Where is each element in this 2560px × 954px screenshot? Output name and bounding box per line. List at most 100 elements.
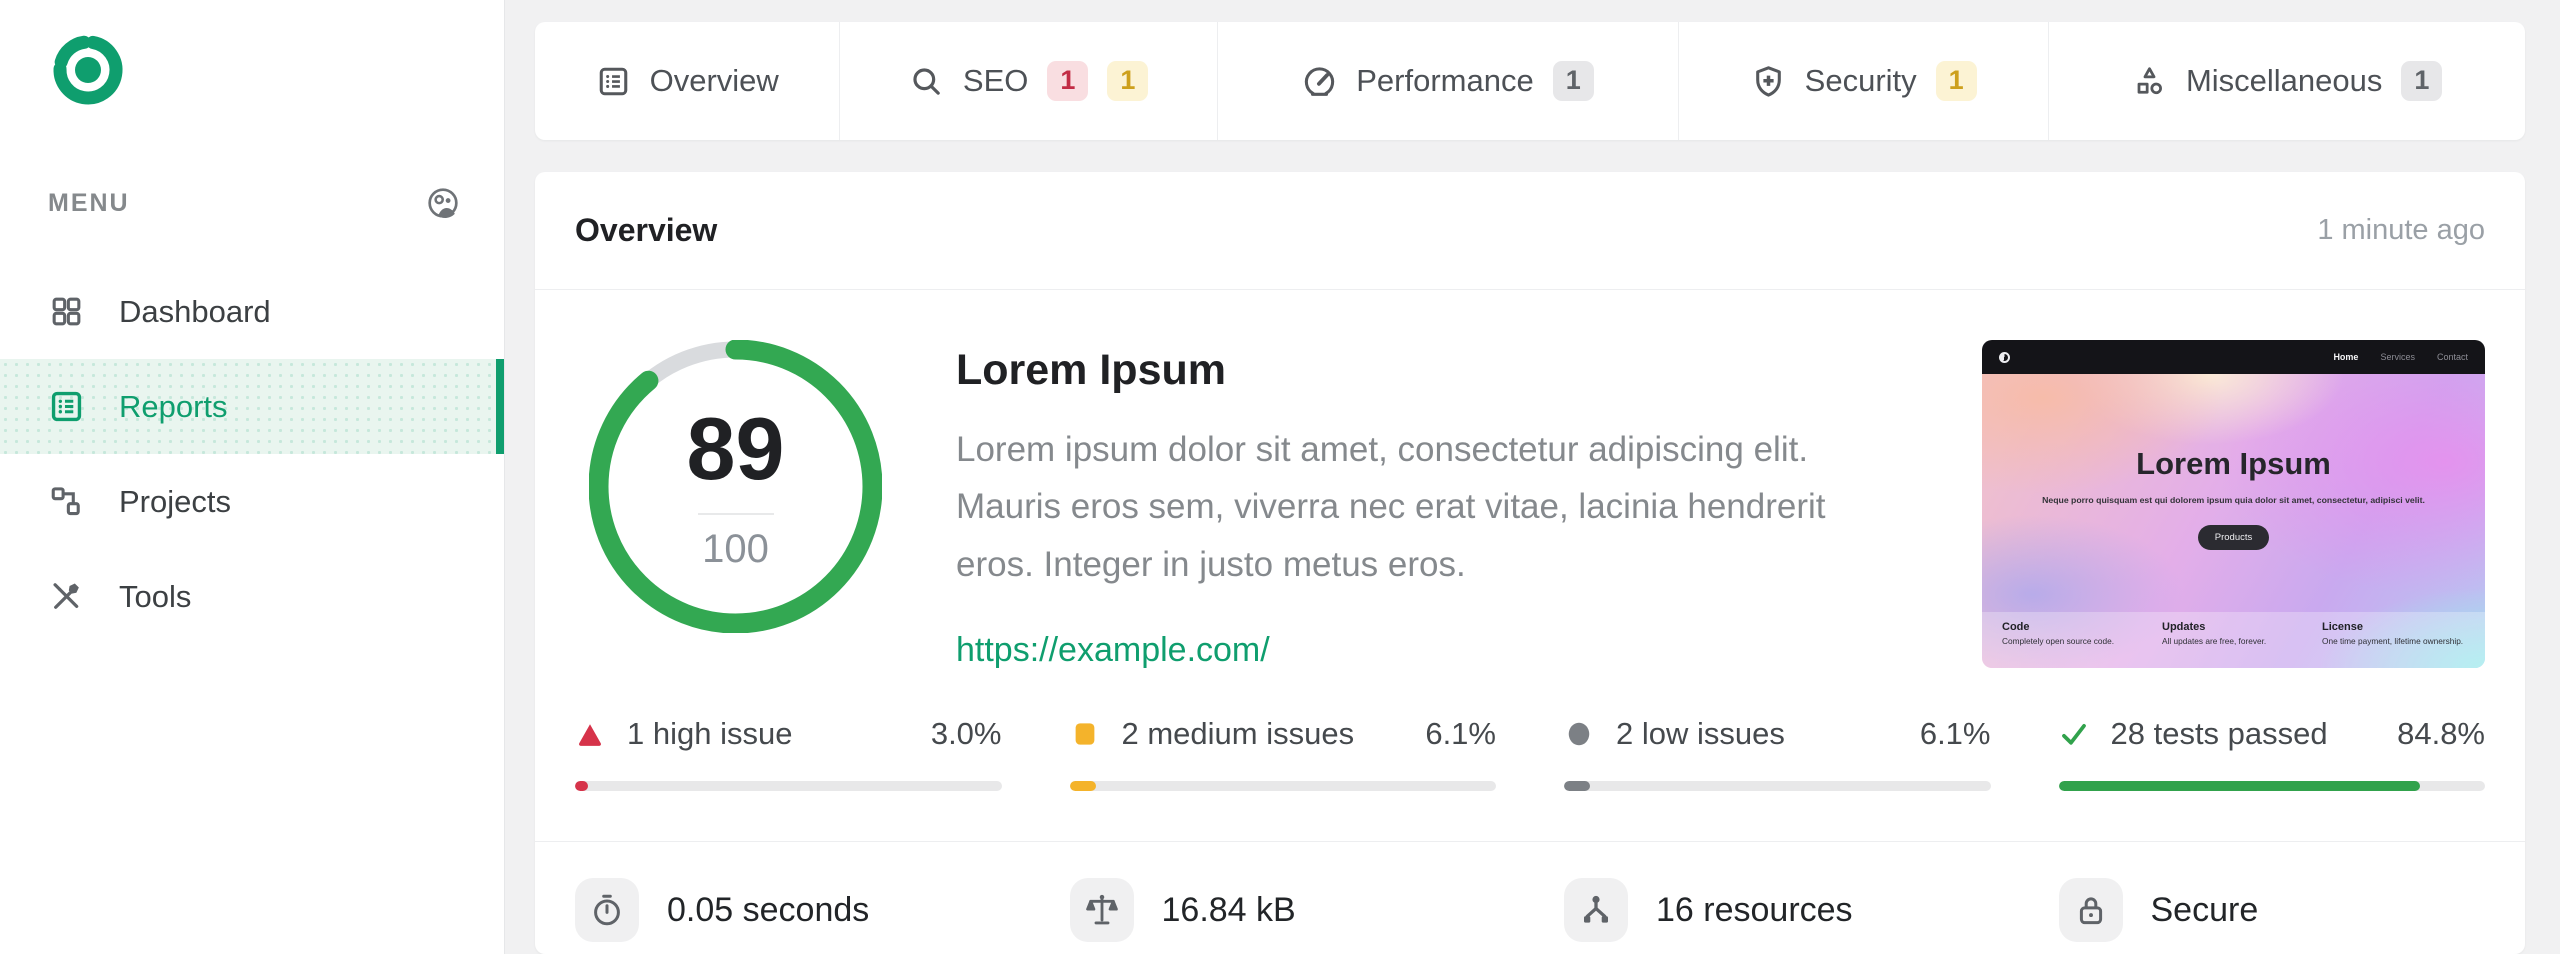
card-title: Overview bbox=[575, 212, 718, 248]
stat-progressbar bbox=[2058, 781, 2485, 792]
preview-hero-title: Lorem Ipsum bbox=[2136, 446, 2331, 481]
reports-list-icon bbox=[48, 388, 85, 425]
stat-label: 1 high issue bbox=[627, 716, 793, 752]
gauge-icon bbox=[1302, 64, 1337, 99]
preview-hero-subtitle: Neque porro quisquam est qui dolorem ips… bbox=[2042, 495, 2425, 505]
preview-logo-icon bbox=[1999, 351, 2010, 363]
stat-percent: 6.1% bbox=[1425, 716, 1496, 752]
score-gauge: 89 100 bbox=[589, 340, 882, 633]
stat-progressbar bbox=[1564, 781, 1991, 792]
sidebar-nav: Dashboard Reports bbox=[0, 264, 504, 644]
metric-label: 16.84 kB bbox=[1161, 890, 1296, 929]
sidebar-item-label: Projects bbox=[119, 483, 231, 519]
brand-logo-icon bbox=[53, 35, 123, 105]
tab-overview[interactable]: Overview bbox=[535, 22, 839, 140]
metric-label: Secure bbox=[2150, 890, 2259, 929]
stat-progressbar bbox=[1069, 781, 1496, 792]
preview-nav-contact: Contact bbox=[2436, 352, 2468, 362]
metric-load-time: 0.05 seconds bbox=[575, 878, 1002, 943]
projects-flow-icon bbox=[48, 483, 85, 520]
stat-tests-passed: 28 tests passed 84.8% bbox=[2058, 716, 2485, 792]
issue-stats-row: 1 high issue 3.0% 2 medium issues 6.1% bbox=[535, 716, 2525, 792]
tab-label: SEO bbox=[962, 63, 1029, 98]
stat-label: 28 tests passed bbox=[2110, 716, 2328, 752]
site-title: Lorem Ipsum bbox=[956, 346, 1226, 394]
preview-feature-updates: Updates All updates are free, forever. bbox=[2162, 621, 2267, 646]
sidebar-item-tools[interactable]: Tools bbox=[0, 549, 504, 644]
stopwatch-icon bbox=[575, 878, 639, 943]
check-icon bbox=[2059, 719, 2089, 749]
scale-icon bbox=[1069, 878, 1134, 943]
preview-navbar: Home Services Contact bbox=[1982, 340, 2485, 374]
preview-feature-strip: Code Completely open source code. Update… bbox=[1982, 612, 2485, 668]
dashboard-grid-icon bbox=[48, 293, 85, 330]
medium-issues-badge: 1 bbox=[1935, 61, 1977, 101]
sidebar-item-dashboard[interactable]: Dashboard bbox=[0, 264, 504, 359]
stat-label: 2 medium issues bbox=[1121, 716, 1355, 752]
persona-icon[interactable] bbox=[426, 186, 460, 220]
tab-label: Overview bbox=[649, 63, 779, 98]
app-logo[interactable] bbox=[48, 30, 128, 110]
stat-medium-issues: 2 medium issues 6.1% bbox=[1069, 716, 1496, 792]
metric-security: Secure bbox=[2058, 878, 2486, 943]
high-issues-badge: 1 bbox=[1047, 61, 1089, 101]
sidebar: MENU Dashboard bbox=[0, 0, 505, 954]
metric-label: 16 resources bbox=[1656, 890, 1853, 929]
tab-seo[interactable]: SEO 1 1 bbox=[839, 22, 1217, 140]
score-readout: 89 100 bbox=[589, 340, 882, 633]
score-max: 100 bbox=[702, 526, 769, 571]
tab-label: Security bbox=[1804, 63, 1917, 98]
score-value: 89 bbox=[686, 398, 785, 498]
site-info: Lorem Ipsum Lorem ipsum dolor sit amet, … bbox=[956, 346, 1912, 670]
preview-products-button: Products bbox=[2197, 525, 2270, 550]
issues-badge: 1 bbox=[1552, 61, 1594, 101]
preview-hero: Lorem Ipsum Neque porro quisquam est qui… bbox=[1982, 374, 2485, 668]
high-severity-triangle-icon bbox=[575, 719, 605, 749]
stat-high-issues: 1 high issue 3.0% bbox=[575, 716, 1002, 792]
stat-progressbar bbox=[575, 781, 1002, 792]
shapes-icon bbox=[2132, 64, 2167, 99]
preview-nav-services: Services bbox=[2380, 352, 2415, 362]
metric-label: 0.05 seconds bbox=[667, 890, 870, 929]
last-updated-timestamp: 1 minute ago bbox=[2317, 214, 2485, 246]
low-severity-circle-icon bbox=[1564, 719, 1594, 749]
stat-low-issues: 2 low issues 6.1% bbox=[1564, 716, 1991, 792]
overview-card-header: Overview 1 minute ago bbox=[535, 172, 2525, 290]
main-content: Overview SEO 1 1 Performance bbox=[505, 0, 2560, 954]
medium-severity-square-icon bbox=[1070, 719, 1100, 749]
menu-header: MENU bbox=[48, 186, 460, 220]
preview-feature-license: License One time payment, lifetime owner… bbox=[2322, 621, 2464, 646]
sidebar-item-reports[interactable]: Reports bbox=[0, 359, 504, 454]
metric-resources: 16 resources bbox=[1564, 878, 1991, 943]
sidebar-item-label: Reports bbox=[119, 388, 228, 424]
tools-icon bbox=[48, 578, 85, 615]
tab-performance[interactable]: Performance 1 bbox=[1217, 22, 1678, 140]
stat-label: 2 low issues bbox=[1616, 716, 1785, 752]
site-url-link[interactable]: https://example.com/ bbox=[956, 631, 1270, 670]
sidebar-item-label: Dashboard bbox=[119, 293, 271, 329]
shield-plus-icon bbox=[1751, 64, 1786, 99]
sidebar-item-projects[interactable]: Projects bbox=[0, 454, 504, 549]
site-preview-thumbnail: Home Services Contact Lorem Ipsum Neque … bbox=[1982, 340, 2485, 668]
preview-feature-code: Code Completely open source code. bbox=[2002, 621, 2115, 646]
tab-label: Performance bbox=[1356, 63, 1534, 98]
tab-miscellaneous[interactable]: Miscellaneous 1 bbox=[2048, 22, 2525, 140]
resources-tree-icon bbox=[1564, 878, 1628, 943]
card-divider bbox=[535, 841, 2525, 843]
tab-label: Miscellaneous bbox=[2185, 63, 2383, 98]
menu-label: MENU bbox=[48, 188, 130, 217]
metric-page-size: 16.84 kB bbox=[1069, 878, 1497, 943]
preview-nav-links: Home Services Contact bbox=[2333, 352, 2468, 362]
lock-icon bbox=[2058, 878, 2123, 943]
medium-issues-badge: 1 bbox=[1107, 61, 1149, 101]
issues-badge: 1 bbox=[2401, 61, 2443, 101]
metrics-row: 0.05 seconds 16.84 kB bbox=[535, 842, 2525, 943]
stat-percent: 6.1% bbox=[1919, 716, 1991, 752]
report-tabbar: Overview SEO 1 1 Performance bbox=[535, 22, 2525, 140]
stat-percent: 84.8% bbox=[2397, 716, 2485, 752]
tab-security[interactable]: Security 1 bbox=[1677, 22, 2048, 140]
sidebar-item-label: Tools bbox=[119, 578, 192, 614]
score-divider bbox=[697, 512, 774, 515]
stat-percent: 3.0% bbox=[930, 716, 1002, 752]
site-description: Lorem ipsum dolor sit amet, consectetur … bbox=[956, 430, 1826, 584]
